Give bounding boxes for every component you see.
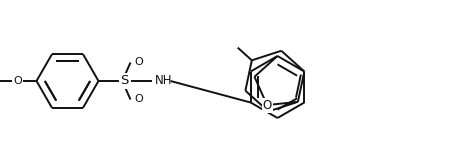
Text: O: O bbox=[262, 98, 271, 112]
Text: O: O bbox=[134, 58, 142, 68]
Text: O: O bbox=[13, 76, 22, 86]
Text: S: S bbox=[120, 75, 128, 87]
Text: NH: NH bbox=[154, 75, 172, 87]
Text: O: O bbox=[134, 94, 142, 104]
